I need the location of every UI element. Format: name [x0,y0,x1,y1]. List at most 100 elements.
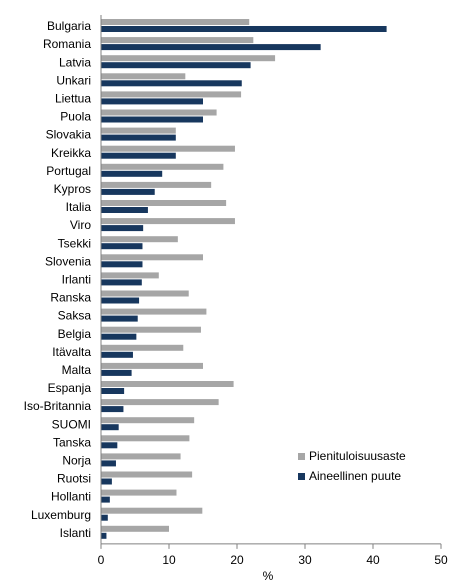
bar-pienituloisuusaste-13 [101,254,203,261]
bar-pienituloisuusaste-6 [101,127,176,134]
category-label: Bulgaria [47,19,91,33]
category-label: Italia [66,200,92,214]
bar-pienituloisuusaste-1 [101,37,254,44]
bar-pienituloisuusaste-12 [101,236,178,243]
category-label: Tsekki [58,236,91,250]
bar-pienituloisuusaste-10 [101,200,227,206]
x-axis-ticks: 0 10 20 30 40 50 [98,543,448,567]
bar-pienituloisuusaste-5 [101,109,217,116]
bar-aineellinen-puute-11 [101,225,144,232]
bar-aineellinen-puute-2 [101,62,251,69]
bar-aineellinen-puute-17 [101,333,137,340]
bar-aineellinen-puute-15 [101,297,140,304]
bar-aineellinen-puute-7 [101,152,176,159]
category-label: Norja [62,453,91,467]
bar-aineellinen-puute-8 [101,170,163,177]
category-label: Irlanti [62,272,91,286]
category-label: Belgia [58,327,92,341]
category-label: Hollanti [51,490,91,504]
bar-aineellinen-puute-5 [101,116,203,123]
x-tick-label: 50 [434,553,448,567]
category-label: Ruotsi [57,472,91,486]
bar-aineellinen-puute-6 [101,134,176,141]
category-label: Tanska [53,435,91,449]
x-tick-label: 40 [366,553,380,567]
bar-pienituloisuusaste-14 [101,272,159,279]
bar-pienituloisuusaste-4 [101,91,242,98]
bar-aineellinen-puute-18 [101,351,133,358]
bar-aineellinen-puute-1 [101,44,321,51]
bar-pienituloisuusaste-28 [101,525,169,532]
category-label: Unkari [56,73,91,87]
bar-pienituloisuusaste-16 [101,308,207,315]
bar-pienituloisuusaste-27 [101,507,203,514]
category-label: Kypros [54,182,91,196]
category-label: Puola [60,110,91,124]
bar-aineellinen-puute-23 [101,442,118,449]
legend-swatch [298,453,305,460]
bar-aineellinen-puute-22 [101,424,119,431]
bar-pienituloisuusaste-24 [101,453,181,460]
bar-aineellinen-puute-0 [101,26,387,32]
bar-pienituloisuusaste-19 [101,362,203,369]
bar-pienituloisuusaste-18 [101,344,184,351]
category-label: Liettua [55,91,91,105]
category-label: SUOMI [52,417,91,431]
bars-group [101,19,387,539]
bar-aineellinen-puute-14 [101,279,142,286]
bar-aineellinen-puute-21 [101,406,124,413]
bar-aineellinen-puute-10 [101,207,148,213]
bar-pienituloisuusaste-26 [101,489,177,496]
bar-aineellinen-puute-27 [101,514,108,521]
category-label: Malta [62,363,92,377]
bar-pienituloisuusaste-3 [101,73,186,80]
bar-aineellinen-puute-16 [101,315,138,322]
category-label: Islanti [60,526,91,540]
category-label: Romania [43,37,91,51]
x-axis-label: % [263,569,274,583]
legend: Pienituloisuusaste Aineellinen puute [298,449,406,483]
x-tick-label: 0 [98,553,105,567]
bar-pienituloisuusaste-17 [101,326,201,333]
bar-aineellinen-puute-12 [101,243,143,250]
bar-aineellinen-puute-4 [101,98,203,105]
bar-aineellinen-puute-24 [101,460,116,467]
bar-pienituloisuusaste-9 [101,181,212,188]
bar-aineellinen-puute-28 [101,532,107,539]
category-label: Latvia [59,55,91,69]
category-label: Saksa [58,309,92,323]
category-label: Ranska [50,291,91,305]
category-label: Slovenia [45,254,91,268]
bar-pienituloisuusaste-7 [101,145,235,152]
bar-aineellinen-puute-19 [101,369,132,376]
x-tick-label: 10 [162,553,176,567]
x-tick-label: 30 [298,553,312,567]
bar-pienituloisuusaste-2 [101,55,276,62]
bar-pienituloisuusaste-23 [101,435,190,442]
bar-pienituloisuusaste-20 [101,381,234,387]
category-labels: Bulgaria Romania Latvia Unkari Liettua Puola S… [24,19,92,540]
bar-pienituloisuusaste-8 [101,163,224,170]
bar-pienituloisuusaste-25 [101,471,193,478]
bar-pienituloisuusaste-0 [101,19,250,25]
legend-label: Aineellinen puute [309,469,401,483]
category-label: Portugal [46,164,91,178]
category-label: Luxemburg [31,508,91,522]
bar-aineellinen-puute-25 [101,478,112,485]
x-tick-label: 20 [230,553,244,567]
bar-aineellinen-puute-13 [101,261,143,268]
category-label: Kreikka [51,146,91,160]
bar-aineellinen-puute-20 [101,388,125,394]
bar-pienituloisuusaste-22 [101,417,195,424]
category-label: Iso-Britannia [24,399,92,413]
category-label: Espanja [48,381,92,395]
bar-aineellinen-puute-3 [101,80,242,87]
category-label: Itävalta [52,345,91,359]
bar-aineellinen-puute-9 [101,188,155,195]
category-label: Viro [70,218,91,232]
category-label: Slovakia [46,128,92,142]
bar-aineellinen-puute-26 [101,496,110,503]
legend-label: Pienituloisuusaste [309,449,406,463]
bar-pienituloisuusaste-15 [101,290,189,297]
